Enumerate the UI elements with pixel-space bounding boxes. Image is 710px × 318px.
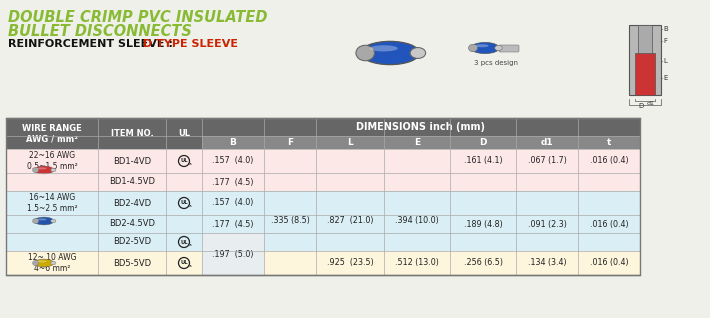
Bar	[384, 191, 450, 251]
Ellipse shape	[50, 261, 56, 265]
Bar	[6, 118, 640, 136]
Text: BD5-5VD: BD5-5VD	[113, 259, 151, 267]
Text: 16~14 AWG
1.5~2.5 mm²: 16~14 AWG 1.5~2.5 mm²	[27, 193, 77, 213]
Bar	[316, 191, 384, 251]
Text: UL: UL	[178, 129, 190, 138]
Ellipse shape	[356, 45, 374, 61]
Text: .157  (4.0): .157 (4.0)	[212, 156, 253, 165]
Text: UL: UL	[180, 260, 188, 266]
Text: BD2-4VD: BD2-4VD	[113, 198, 151, 208]
Text: UL: UL	[180, 158, 188, 163]
Text: d1: d1	[647, 101, 655, 106]
Bar	[202, 136, 640, 149]
Bar	[6, 118, 202, 149]
Text: DIMENSIONS inch (mm): DIMENSIONS inch (mm)	[356, 122, 486, 132]
Text: .161 (4.1): .161 (4.1)	[464, 156, 502, 165]
Bar	[6, 191, 640, 215]
Bar	[6, 215, 640, 233]
Text: .177  (4.5): .177 (4.5)	[212, 219, 253, 229]
Text: E: E	[414, 138, 420, 147]
Text: F: F	[287, 138, 293, 147]
Text: DOUBLE CRIMP PVC INSULATED: DOUBLE CRIMP PVC INSULATED	[8, 10, 268, 25]
Ellipse shape	[50, 219, 56, 223]
Bar	[6, 251, 640, 275]
Bar	[6, 173, 640, 191]
Ellipse shape	[34, 166, 54, 174]
Text: t: t	[607, 138, 611, 147]
Ellipse shape	[37, 167, 47, 169]
Text: BD1-4VD: BD1-4VD	[113, 156, 151, 165]
Text: BD1-4.5VD: BD1-4.5VD	[109, 177, 155, 186]
Text: ITEM NO.: ITEM NO.	[111, 129, 153, 138]
Text: L: L	[347, 138, 353, 147]
Text: .197  (5.0): .197 (5.0)	[212, 250, 253, 259]
Ellipse shape	[370, 45, 398, 52]
Bar	[6, 118, 640, 275]
Ellipse shape	[50, 168, 56, 172]
Text: .016 (0.4): .016 (0.4)	[590, 156, 628, 165]
Text: d1: d1	[541, 138, 553, 147]
Text: L: L	[663, 58, 667, 64]
Text: B: B	[663, 26, 667, 32]
Text: .067 (1.7): .067 (1.7)	[528, 156, 567, 165]
Text: .925  (23.5): .925 (23.5)	[327, 259, 373, 267]
Text: .512 (13.0): .512 (13.0)	[395, 259, 439, 267]
Text: us: us	[188, 204, 192, 208]
Text: .189 (4.8): .189 (4.8)	[464, 219, 503, 229]
Bar	[635, 53, 655, 95]
Text: UL: UL	[180, 201, 188, 205]
Text: .827  (21.0): .827 (21.0)	[327, 217, 373, 225]
Text: BD2-4.5VD: BD2-4.5VD	[109, 219, 155, 229]
Text: .394 (10.0): .394 (10.0)	[395, 217, 439, 225]
Text: WIRE RANGE
AWG / mm²: WIRE RANGE AWG / mm²	[22, 124, 82, 143]
Ellipse shape	[33, 167, 39, 173]
Bar	[6, 149, 640, 173]
Ellipse shape	[361, 41, 420, 65]
Text: .256 (6.5): .256 (6.5)	[464, 259, 503, 267]
Ellipse shape	[471, 42, 499, 54]
Text: B: B	[229, 138, 236, 147]
Ellipse shape	[37, 218, 47, 220]
Text: .091 (2.3): .091 (2.3)	[528, 219, 567, 229]
Text: BD2-5VD: BD2-5VD	[113, 238, 151, 246]
Text: .335 (8.5): .335 (8.5)	[271, 217, 310, 225]
Text: E: E	[663, 75, 667, 81]
Text: REINFORCEMENT SLEEVE :: REINFORCEMENT SLEEVE :	[8, 39, 177, 49]
Bar	[6, 233, 640, 251]
Text: F: F	[663, 38, 667, 44]
Ellipse shape	[34, 217, 54, 225]
Ellipse shape	[34, 259, 54, 267]
FancyBboxPatch shape	[499, 45, 519, 52]
Text: .177  (4.5): .177 (4.5)	[212, 177, 253, 186]
Ellipse shape	[495, 45, 502, 51]
Ellipse shape	[469, 44, 478, 52]
Text: .016 (0.4): .016 (0.4)	[590, 219, 628, 229]
Text: .157  (4.0): .157 (4.0)	[212, 198, 253, 208]
Text: us: us	[188, 162, 192, 166]
Ellipse shape	[37, 260, 47, 262]
Ellipse shape	[33, 260, 39, 266]
Text: UL: UL	[180, 239, 188, 245]
Text: D: D	[479, 138, 487, 147]
Bar	[638, 25, 652, 53]
Text: 3 pcs design: 3 pcs design	[474, 60, 518, 66]
Text: .016 (0.4): .016 (0.4)	[590, 259, 628, 267]
Text: D TYPE SLEEVE: D TYPE SLEEVE	[143, 39, 238, 49]
Text: us: us	[188, 243, 192, 247]
Bar	[629, 25, 661, 95]
Ellipse shape	[410, 48, 426, 59]
Bar	[202, 233, 264, 275]
Text: 12~ 10 AWG
4~6 mm²: 12~ 10 AWG 4~6 mm²	[28, 253, 76, 273]
Text: .134 (3.4): .134 (3.4)	[528, 259, 567, 267]
Text: us: us	[188, 264, 192, 268]
Text: BULLET DISCONNECTS: BULLET DISCONNECTS	[8, 24, 192, 39]
Text: 22~16 AWG
0.5~1.5 mm²: 22~16 AWG 0.5~1.5 mm²	[27, 151, 77, 171]
Ellipse shape	[33, 218, 39, 224]
Text: D: D	[638, 103, 644, 109]
Ellipse shape	[475, 44, 488, 47]
Bar	[264, 191, 316, 251]
